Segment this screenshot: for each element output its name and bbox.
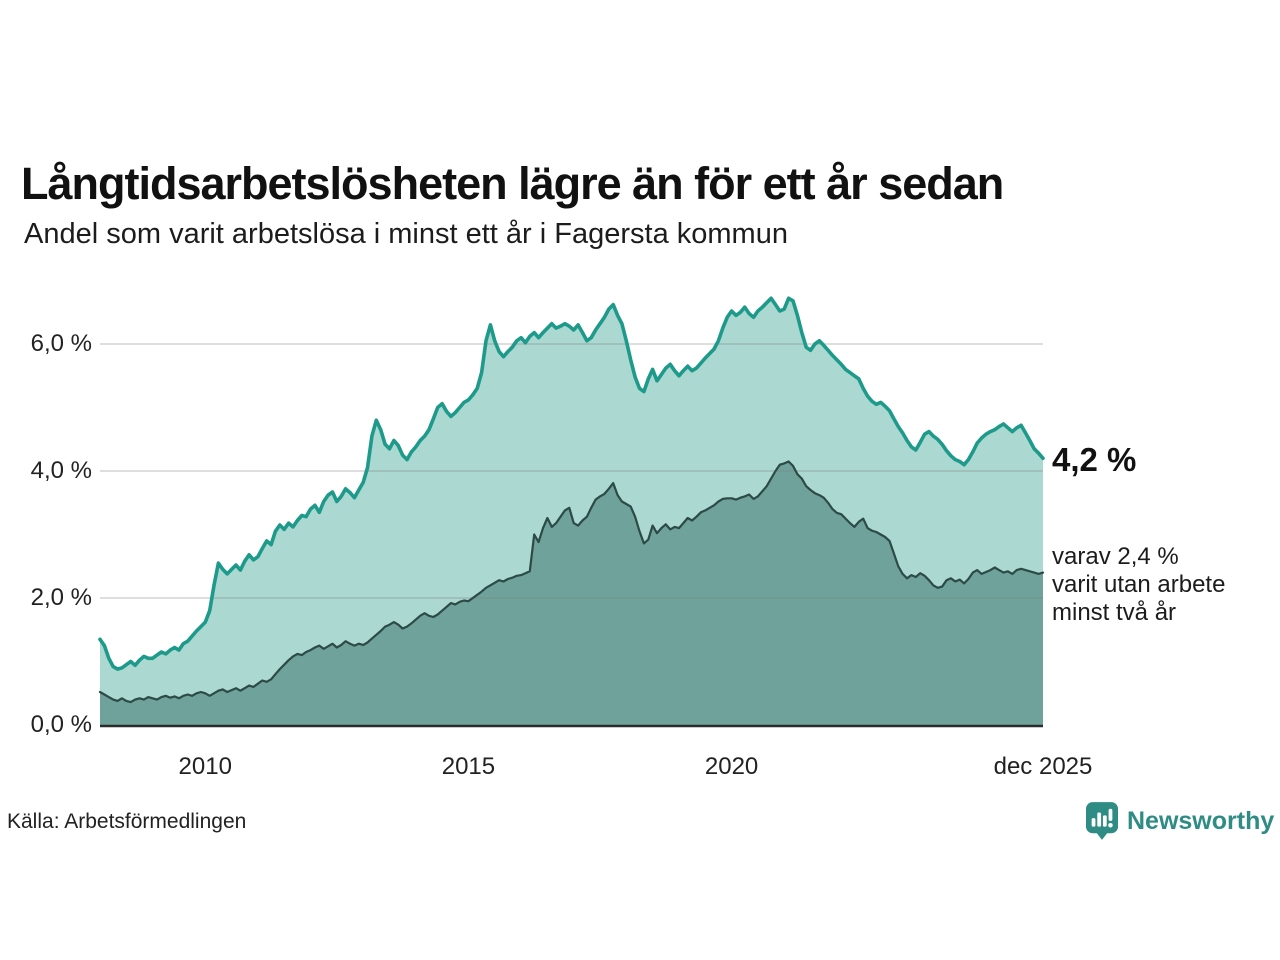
x-tick-label-2020: 2020 [704, 753, 759, 780]
subset-note-line: minst två år [1052, 599, 1177, 626]
total-line [98, 296, 1045, 671]
y-tick-label-6: 6,0 % [30, 330, 92, 357]
chart-title: Långtidsarbetslösheten lägre än för ett … [21, 158, 1004, 210]
brand-name: Newsworthy [1127, 806, 1275, 835]
brand-logo: Newsworthy [1086, 802, 1274, 840]
subset-note-line: varit utan arbete [1052, 571, 1226, 598]
x-tick-label-dec-2025: dec 2025 [993, 753, 1093, 780]
x-tick-label-2015: 2015 [441, 753, 496, 780]
chart-subtitle: Andel som varit arbetslösa i minst ett å… [24, 218, 788, 250]
newsworthy-bubble-chart-icon [1086, 802, 1118, 840]
y-tick-label-2: 2,0 % [30, 584, 92, 611]
y-tick-label-4: 4,0 % [30, 457, 92, 484]
subset-note-line: varav 2,4 % [1052, 543, 1179, 570]
subset-area-fill [100, 461, 1043, 725]
x-tick-label-2010: 2010 [178, 753, 232, 780]
y-tick-label-0: 0,0 % [30, 711, 92, 738]
source-note: Källa: Arbetsförmedlingen [7, 810, 247, 833]
subset-line [98, 460, 1045, 704]
subset-value-note: varav 2,4 % varit utan arbete minst två … [1052, 543, 1225, 627]
latest-value-label: 4,2 % [1052, 441, 1137, 478]
